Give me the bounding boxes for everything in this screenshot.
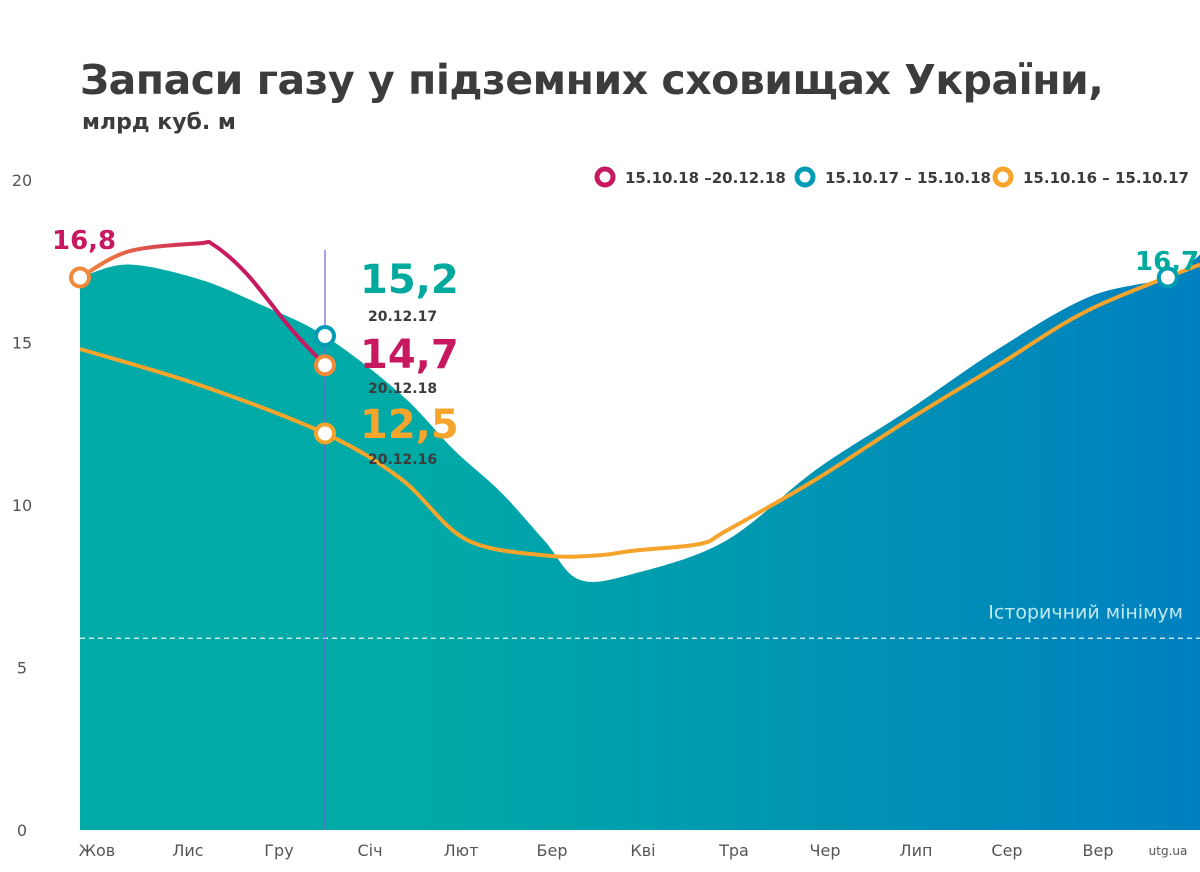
legend-marker-icon <box>794 166 816 188</box>
y-tick-label: 15 <box>12 334 32 353</box>
value-label-14-7: 14,7 <box>360 332 459 378</box>
marker-2017-end <box>1156 266 1179 289</box>
historical-minimum-label: Історичний мінімум <box>988 601 1183 623</box>
x-tick-label: Кві <box>630 841 655 860</box>
x-tick-label: Тра <box>718 841 749 860</box>
value-label-16-7: 16,7 <box>1135 247 1199 277</box>
line-series-2018 <box>78 239 327 367</box>
x-tick-label: Гру <box>264 841 293 860</box>
date-label: 20.12.18 <box>368 381 437 397</box>
x-tick-label: Бер <box>537 841 568 860</box>
chart-title: Запаси газу у підземних сховищах України… <box>80 56 1104 104</box>
marker-2016-dec20 <box>314 422 336 445</box>
legend-marker-icon <box>594 166 616 188</box>
marker-2018-dec20 <box>314 354 336 377</box>
chart-subtitle: млрд куб. м <box>82 110 236 135</box>
x-tick-label: Жов <box>79 841 115 860</box>
y-tick-label: 0 <box>17 821 27 840</box>
x-tick-label: Лип <box>900 841 933 860</box>
y-tick-label: 5 <box>17 659 27 678</box>
value-label-15-2: 15,2 <box>360 257 459 303</box>
legend-marker-icon <box>992 166 1014 188</box>
x-tick-label: Січ <box>357 841 382 860</box>
marker-2018-start <box>69 266 91 289</box>
date-label: 20.12.17 <box>368 309 437 325</box>
legend-label: 15.10.18 –20.12.18 <box>625 169 786 187</box>
marker-2017-dec20 <box>314 325 336 347</box>
x-tick-label: Сер <box>991 841 1022 860</box>
y-tick-label: 10 <box>12 496 32 515</box>
source-label: utg.ua <box>1149 844 1188 858</box>
x-tick-label: Лис <box>172 841 203 860</box>
y-tick-label: 20 <box>12 171 32 190</box>
x-tick-label: Чер <box>810 841 841 860</box>
legend-label: 15.10.17 – 15.10.18 <box>825 169 991 187</box>
value-label-16-8: 16,8 <box>52 226 116 256</box>
x-tick-label: Лют <box>444 841 479 860</box>
x-tick-label: Вер <box>1083 841 1114 860</box>
value-label-12-5: 12,5 <box>360 402 459 448</box>
area-series-2017-2018 <box>80 254 1200 830</box>
legend-label: 15.10.16 – 15.10.17 <box>1023 169 1189 187</box>
date-label: 20.12.16 <box>368 452 437 468</box>
